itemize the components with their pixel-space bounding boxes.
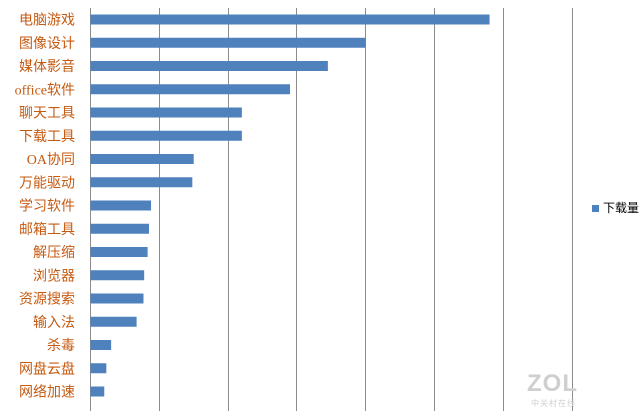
bar bbox=[90, 107, 242, 118]
category-label: 输入法 bbox=[33, 315, 75, 331]
bar bbox=[90, 37, 366, 48]
legend-label: 下载量 bbox=[603, 201, 639, 215]
category-label: office软件 bbox=[15, 82, 75, 98]
bar bbox=[90, 386, 105, 397]
bar bbox=[90, 84, 291, 95]
bar bbox=[90, 14, 490, 25]
bar bbox=[90, 154, 194, 164]
zol-watermark: ZOL 中关村在线 bbox=[527, 370, 578, 408]
bars bbox=[90, 14, 490, 397]
category-label: 学习软件 bbox=[19, 199, 75, 215]
bar bbox=[90, 340, 112, 350]
bar bbox=[90, 177, 193, 188]
bar bbox=[90, 130, 242, 141]
category-label: 解压缩 bbox=[33, 245, 75, 261]
legend: 下载量 bbox=[592, 201, 639, 215]
category-label: OA协同 bbox=[27, 152, 75, 168]
bar bbox=[90, 200, 152, 211]
bar bbox=[90, 247, 148, 257]
bar bbox=[90, 270, 145, 281]
category-label: 邮箱工具 bbox=[19, 222, 75, 238]
legend-swatch bbox=[592, 205, 599, 212]
category-label: 网络加速 bbox=[19, 385, 75, 401]
watermark-subtitle: 中关村在线 bbox=[531, 398, 576, 408]
category-label: 杀毒 bbox=[47, 338, 75, 354]
gridlines bbox=[90, 8, 573, 411]
category-label: 浏览器 bbox=[33, 268, 75, 284]
category-label: 图像设计 bbox=[19, 36, 75, 52]
bar bbox=[90, 61, 328, 71]
watermark-logo: ZOL bbox=[527, 370, 578, 397]
bar bbox=[90, 293, 144, 304]
category-label: 下载工具 bbox=[19, 129, 75, 145]
category-label: 资源搜索 bbox=[19, 291, 75, 308]
category-label: 媒体影音 bbox=[19, 58, 75, 75]
bar bbox=[90, 316, 137, 327]
category-label: 聊天工具 bbox=[19, 106, 75, 122]
category-label: 网盘云盘 bbox=[19, 360, 75, 377]
category-label: 电脑游戏 bbox=[19, 13, 75, 29]
category-label: 万能驱动 bbox=[19, 175, 75, 191]
bar bbox=[90, 363, 107, 374]
bar bbox=[90, 223, 149, 234]
